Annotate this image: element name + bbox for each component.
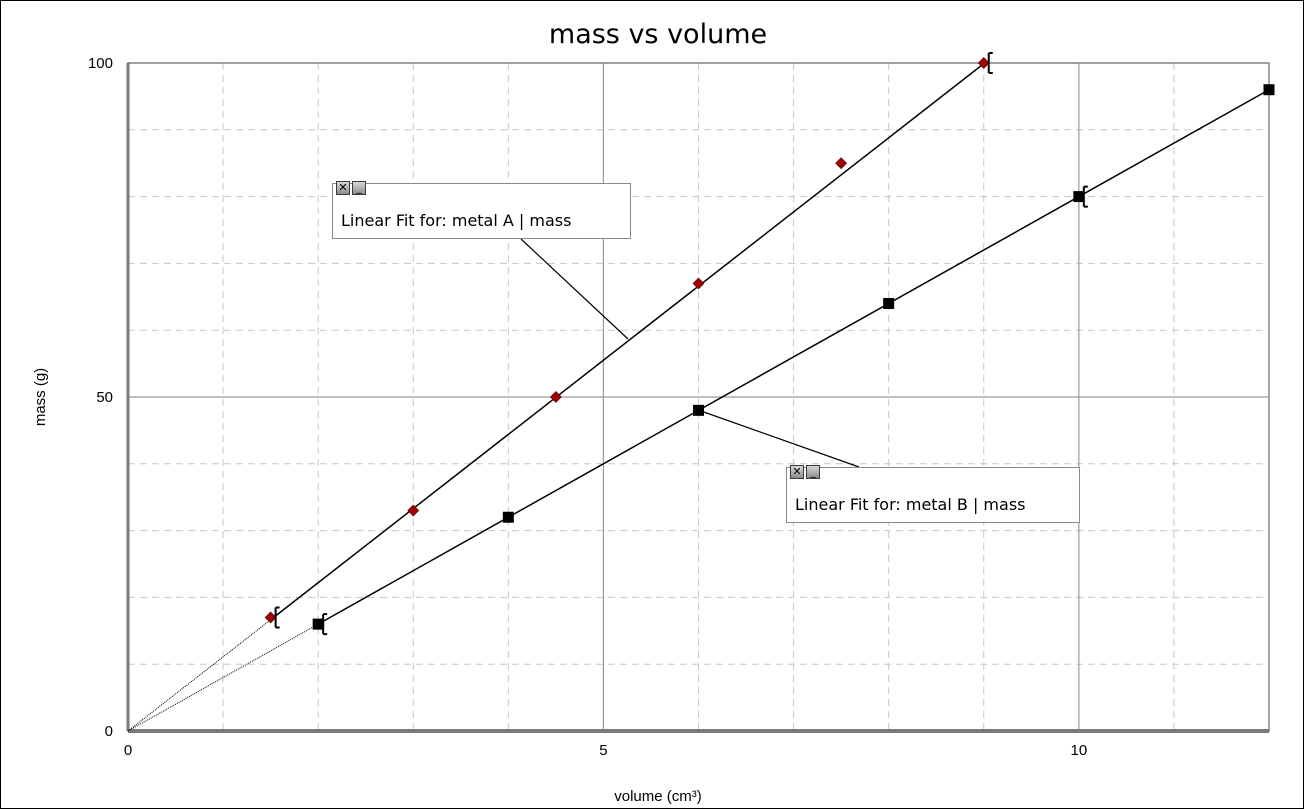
minimize-icon[interactable]: _ xyxy=(806,465,820,479)
data-point-metal-a xyxy=(977,57,990,69)
close-icon[interactable]: ✕ xyxy=(790,465,804,479)
data-point-metal-a xyxy=(692,277,705,290)
data-point-metal-b xyxy=(312,618,324,630)
error-bar xyxy=(1082,185,1088,208)
chart-title: mass vs volume xyxy=(549,19,767,50)
error-bar xyxy=(274,606,280,629)
data-point-metal-a xyxy=(407,504,420,517)
y-tick-label: 0 xyxy=(105,723,113,740)
fit-annotation-metal-b[interactable]: ✕ _ Linear Fit for: metal B | mass xyxy=(786,465,1080,523)
error-bar xyxy=(322,613,328,636)
minimize-icon[interactable]: _ xyxy=(352,181,366,195)
data-point-metal-b xyxy=(502,511,514,523)
data-point-metal-b xyxy=(1073,191,1085,203)
x-axis-label: volume (cm³) xyxy=(614,788,702,805)
fit-annotation-metal-a[interactable]: ✕ _ Linear Fit for: metal A | mass xyxy=(332,181,631,239)
fit-line-extension xyxy=(127,623,319,732)
y-axis-label: mass (g) xyxy=(32,368,49,426)
y-tick-label: 50 xyxy=(96,389,113,406)
fit-label-metal-b: Linear Fit for: metal B | mass xyxy=(795,495,1026,514)
fit-line xyxy=(317,89,1270,625)
data-point-metal-b xyxy=(693,404,704,416)
y-tick-label: 100 xyxy=(88,55,113,72)
x-tick-label: 10 xyxy=(1070,742,1087,759)
data-point-metal-a xyxy=(549,391,562,403)
fit-line-extension xyxy=(127,619,271,732)
error-bar xyxy=(987,52,993,74)
data-point-metal-a xyxy=(835,157,848,170)
data-point-metal-b xyxy=(883,297,895,309)
data-point-metal-b xyxy=(1263,84,1275,96)
fit-label-metal-a: Linear Fit for: metal A | mass xyxy=(341,211,572,230)
x-tick-label: 0 xyxy=(124,742,132,759)
x-tick-label: 5 xyxy=(599,742,607,759)
data-point-metal-a xyxy=(264,611,277,624)
close-icon[interactable]: ✕ xyxy=(336,181,350,195)
fit-line xyxy=(270,62,986,621)
leader-line-metal-a xyxy=(520,238,629,340)
leader-line-metal-b xyxy=(700,410,860,468)
